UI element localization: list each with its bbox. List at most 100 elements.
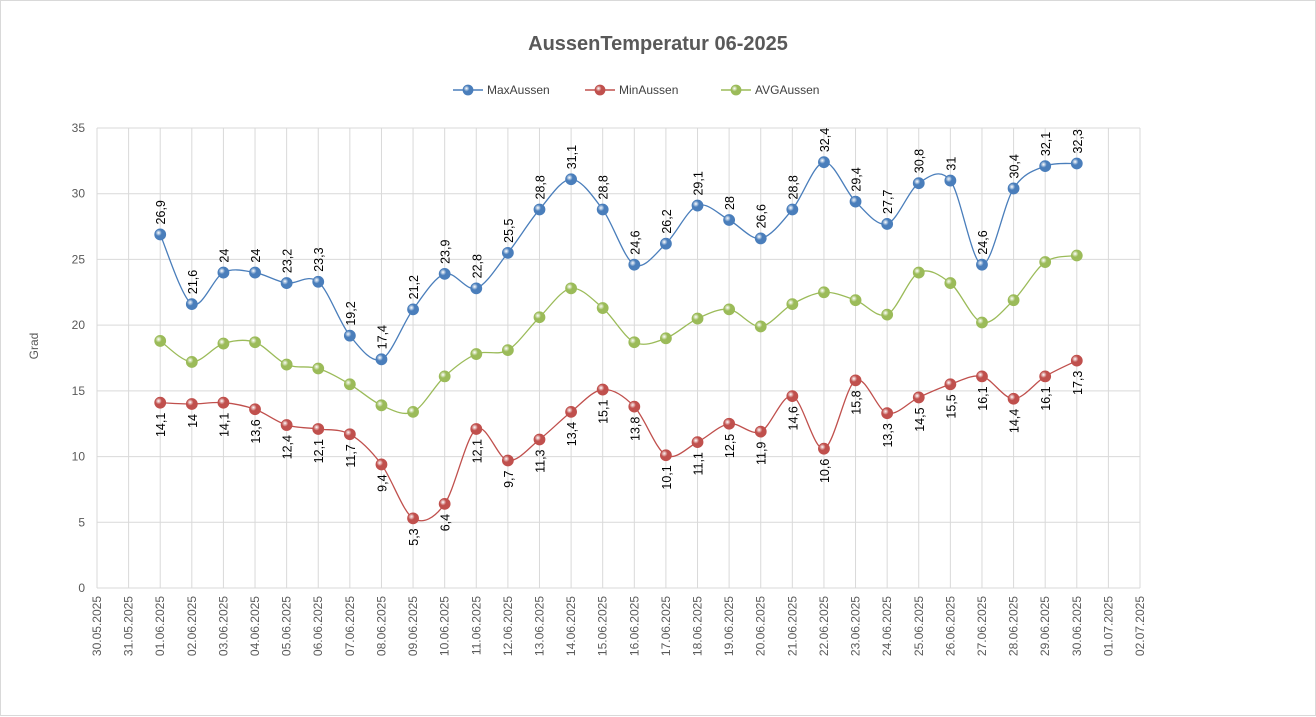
data-point-avgaussen [217, 337, 230, 350]
x-tick-label: 05.06.2025 [280, 596, 294, 656]
data-point-maxaussen [1070, 157, 1083, 170]
x-tick-label: 30.06.2025 [1070, 596, 1084, 656]
data-point-maxaussen [628, 258, 641, 271]
x-tick-label: 16.06.2025 [627, 596, 641, 656]
data-label-maxaussen: 31,1 [565, 145, 579, 169]
data-point-minaussen [881, 407, 894, 420]
data-point-maxaussen [280, 277, 293, 289]
legend-label: MaxAussen [487, 83, 550, 97]
y-tick-label: 25 [72, 252, 86, 266]
data-label-maxaussen: 23,9 [439, 240, 453, 264]
y-tick-label: 5 [78, 515, 85, 529]
data-label-maxaussen: 27,7 [881, 190, 895, 214]
y-tick-label: 15 [72, 384, 86, 398]
data-point-maxaussen [407, 303, 419, 316]
x-tick-label: 02.07.2025 [1133, 596, 1147, 656]
data-point-avgaussen [818, 286, 830, 299]
data-label-minaussen: 11,3 [533, 449, 547, 472]
data-label-minaussen: 9,7 [502, 470, 516, 487]
data-label-maxaussen: 28,8 [533, 175, 547, 199]
data-label-maxaussen: 26,9 [154, 200, 168, 224]
data-label-maxaussen: 23,3 [312, 247, 326, 271]
data-point-avgaussen [786, 298, 799, 311]
y-tick-label: 10 [72, 450, 86, 464]
data-label-maxaussen: 24,6 [976, 230, 990, 254]
data-label-minaussen: 11,9 [755, 442, 769, 465]
series-layer: 26,9 21,6 24 24 23,2 23,3 19,2 17,4 21,2 23,9 22,8… [154, 128, 1085, 546]
data-label-maxaussen: 26,2 [660, 209, 674, 233]
data-point-maxaussen [723, 214, 736, 226]
x-tick-label: 30.05.2025 [90, 596, 104, 656]
data-label-maxaussen: 22,8 [470, 254, 484, 278]
data-label-minaussen: 12,1 [470, 439, 484, 463]
data-label-minaussen: 16,1 [976, 386, 990, 410]
x-tick-label: 03.06.2025 [216, 596, 230, 656]
data-label-minaussen: 14,4 [1008, 409, 1022, 433]
x-tick-label: 06.06.2025 [311, 596, 325, 656]
x-tick-label: 04.06.2025 [248, 596, 262, 656]
data-point-minaussen [1007, 392, 1020, 405]
data-point-avgaussen [501, 344, 514, 357]
x-tick-label: 25.06.2025 [912, 596, 926, 656]
x-tick-label: 26.06.2025 [943, 596, 957, 656]
data-point-avgaussen [691, 312, 704, 325]
data-point-avgaussen [407, 405, 419, 418]
series-maxaussen: 26,9 21,6 24 24 23,2 23,3 19,2 17,4 21,2 23,9 22,8… [154, 128, 1085, 366]
data-point-minaussen [438, 497, 451, 510]
y-axis-label: Grad [27, 333, 41, 360]
x-tick-label: 28.06.2025 [1007, 596, 1021, 656]
data-point-minaussen [407, 512, 419, 525]
data-point-avgaussen [660, 332, 672, 345]
data-point-avgaussen [723, 303, 736, 316]
data-point-maxaussen [849, 195, 862, 208]
data-point-minaussen [343, 428, 356, 441]
data-label-minaussen: 15,1 [597, 400, 611, 424]
data-label-minaussen: 12,4 [281, 435, 295, 459]
data-point-maxaussen [565, 173, 577, 186]
data-point-avgaussen [596, 302, 609, 314]
data-point-minaussen [596, 383, 609, 396]
data-label-minaussen: 13,4 [565, 422, 579, 446]
series-avgaussen [154, 249, 1083, 418]
data-label-maxaussen: 32,4 [818, 128, 832, 152]
data-label-maxaussen: 21,6 [186, 270, 200, 294]
data-point-avgaussen [249, 336, 261, 349]
data-point-avgaussen [375, 399, 388, 412]
y-tick-label: 20 [72, 318, 86, 332]
data-label-minaussen: 14 [186, 414, 200, 428]
data-label-maxaussen: 32,3 [1071, 129, 1085, 153]
data-point-avgaussen [1007, 294, 1020, 307]
data-point-maxaussen [881, 218, 894, 230]
data-point-avgaussen [628, 336, 641, 349]
data-point-avgaussen [185, 356, 198, 368]
series-line-avgaussen [159, 254, 1077, 415]
x-tick-label: 08.06.2025 [374, 596, 388, 656]
data-point-minaussen [280, 419, 293, 431]
data-point-minaussen [723, 417, 736, 430]
data-point-maxaussen [533, 203, 546, 216]
data-label-minaussen: 9,4 [375, 474, 389, 491]
data-point-maxaussen [343, 329, 356, 342]
data-point-avgaussen [944, 277, 957, 289]
x-tick-label: 31.05.2025 [122, 596, 136, 656]
data-point-minaussen [818, 442, 830, 455]
data-label-maxaussen: 19,2 [344, 301, 358, 325]
y-tick-label: 35 [72, 121, 86, 135]
data-point-minaussen [533, 433, 546, 446]
data-label-maxaussen: 24,6 [628, 230, 642, 254]
data-point-maxaussen [185, 298, 198, 311]
data-label-maxaussen: 28 [723, 196, 737, 210]
x-tick-label: 23.06.2025 [849, 596, 863, 656]
data-point-maxaussen [249, 266, 261, 279]
x-tick-label: 15.06.2025 [596, 596, 610, 656]
y-axis: 0 5 10 15 20 25 30 35 [72, 121, 86, 595]
data-label-maxaussen: 30,8 [913, 149, 927, 173]
x-tick-label: 14.06.2025 [564, 596, 578, 656]
data-label-minaussen: 6,4 [439, 514, 453, 531]
x-axis: 30.05.2025 31.05.2025 01.06.2025 02.06.2025… [90, 596, 1147, 656]
data-point-minaussen [628, 400, 641, 413]
series-minaussen: 14,1 14 14,1 13,6 12,4 12,1 11,7 9,4 5,3 6,4 12,1 9… [154, 354, 1085, 546]
data-label-minaussen: 14,6 [786, 406, 800, 430]
x-tick-label: 22.06.2025 [817, 596, 831, 656]
